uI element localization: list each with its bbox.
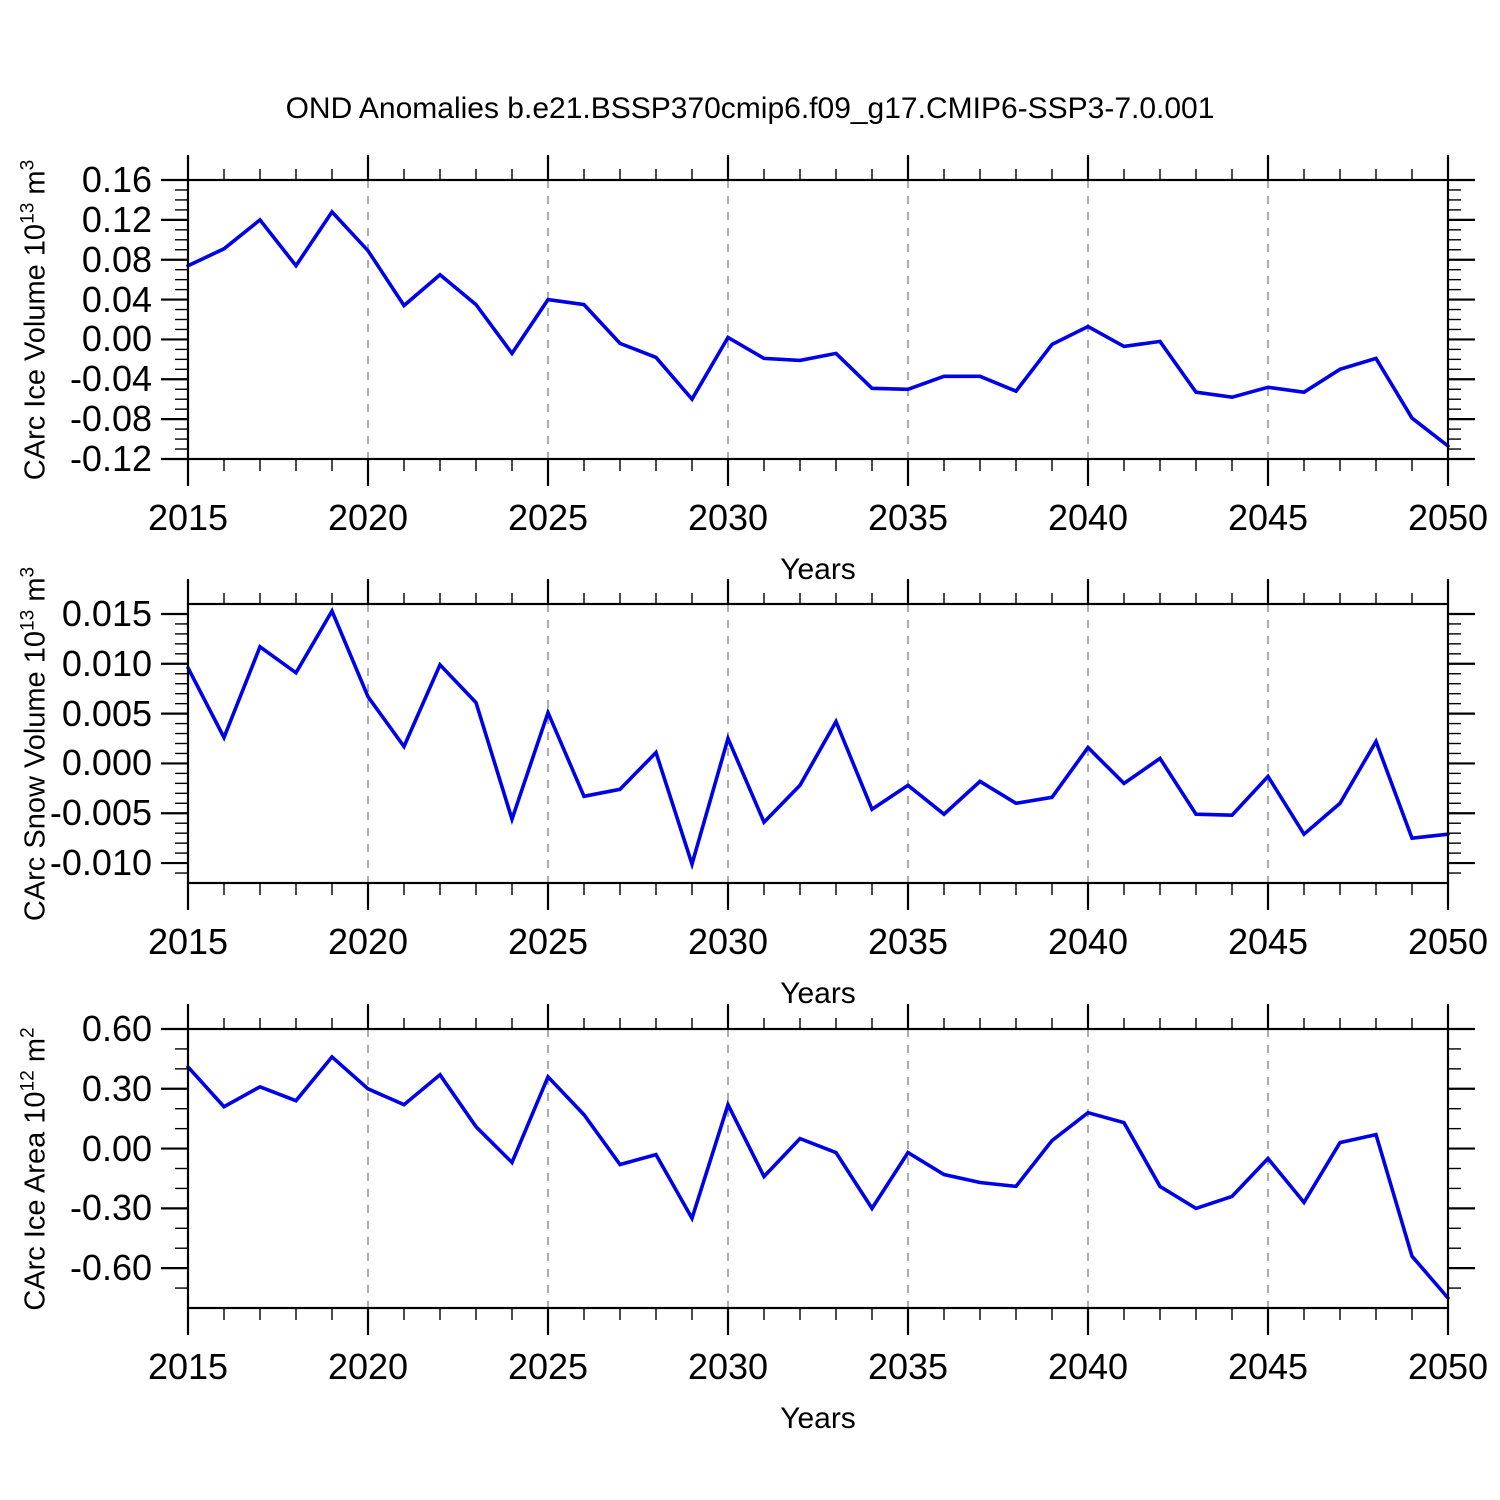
x-tick-label: 2020 [327,921,409,962]
y-axis-label-text: CArc Ice Area 10 [19,1090,52,1311]
x-tick-label: 2030 [687,497,769,538]
data-line-carc-snow-volume [186,606,1450,871]
y-axis-label-exponent: 12 [17,1069,39,1091]
x-tick-label: 2050 [1407,921,1489,962]
plot-border [186,178,1450,461]
x-axis-label: Years [780,977,856,1010]
data-line-carc-ice-area [186,1054,1450,1300]
y-tick-label: 0.60 [81,1008,152,1049]
x-axis-label: Years [780,553,856,586]
x-tick-label: 2050 [1407,497,1489,538]
x-tick-label: 2045 [1227,497,1309,538]
y-tick-label: 0.04 [81,278,152,320]
y-tick-label: 0.16 [81,159,152,200]
y-axis-label-exponent: 13 [17,202,39,224]
y-tick-label: 0.30 [81,1067,152,1109]
x-tick-label: 2035 [867,921,949,962]
y-tick-label: -0.12 [69,438,152,479]
y-tick-label: -0.60 [69,1247,152,1289]
x-tick-label: 2050 [1407,1346,1489,1387]
data-line-carc-ice-volume [186,209,1450,448]
y-axis-label-text: m [19,169,52,203]
panel-plot-carc-ice-volume [161,155,1475,486]
y-axis-label-text: m [19,576,52,610]
chart-title: OND Anomalies b.e21.BSSP370cmip6.f09_g17… [285,92,1215,125]
x-tick-label: 2030 [687,1346,769,1387]
y-axis-label-exponent: 3 [17,566,39,577]
x-tick-label: 2025 [507,497,589,538]
x-tick-label: 2025 [507,921,589,962]
x-axis-label: Years [780,1402,856,1435]
x-tick-label: 2035 [867,1346,949,1387]
x-tick-label: 2040 [1047,497,1129,538]
y-tick-label: -0.08 [69,398,152,440]
y-tick-label: 0.00 [81,318,152,360]
y-axis-label-exponent: 2 [17,1026,39,1038]
x-tick-label: 2015 [147,497,229,538]
panel-plot-carc-ice-area [161,1004,1475,1335]
y-tick-label: 0.015 [61,592,152,634]
x-tick-label: 2015 [147,921,229,962]
x-tick-label: 2015 [147,1346,229,1387]
y-tick-label: 0.005 [61,692,152,734]
y-tick-label: -0.005 [49,792,152,834]
y-axis-label-exponent: 3 [17,159,39,170]
x-tick-label: 2045 [1227,921,1309,962]
y-axis-label-text: m [19,1037,52,1070]
x-tick-label: 2030 [687,921,769,962]
y-axis-label-carc-ice-area: CArc Ice Area 1012 m2 [14,1026,52,1311]
y-axis-label-exponent: 13 [17,609,39,631]
y-axis-label-text: CArc Ice Volume 10 [19,223,52,480]
y-tick-label: 0.00 [81,1127,152,1169]
x-tick-label: 2020 [327,497,409,538]
x-tick-label: 2035 [867,497,949,538]
x-tick-label: 2025 [507,1346,589,1387]
y-axis-label-carc-snow-volume: CArc Snow Volume 1013 m3 [14,566,52,921]
plot-border [186,602,1450,885]
x-tick-label: 2020 [327,1346,409,1387]
x-tick-label: 2040 [1047,921,1129,962]
y-axis-label-text: CArc Snow Volume 10 [19,630,52,921]
y-tick-label: 0.000 [61,742,152,784]
y-tick-label: 0.12 [81,198,152,240]
y-tick-label: -0.30 [69,1187,152,1229]
x-tick-label: 2045 [1227,1346,1309,1387]
y-tick-label: -0.010 [49,842,152,884]
y-tick-label: 0.08 [81,238,152,280]
y-axis-label-carc-ice-volume: CArc Ice Volume 1013 m3 [14,159,52,480]
y-tick-label: 0.010 [61,642,152,684]
y-tick-label: -0.04 [69,358,152,400]
panel-plot-carc-snow-volume [161,579,1475,910]
x-tick-label: 2040 [1047,1346,1129,1387]
